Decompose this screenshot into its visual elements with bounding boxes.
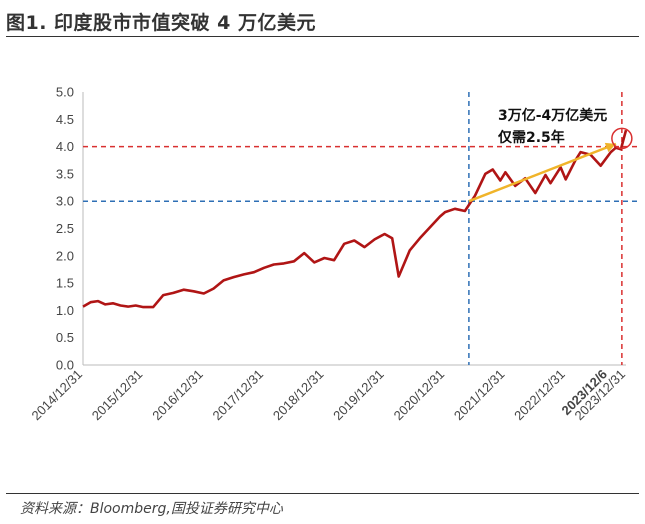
figure-title: 图1. 印度股市市值突破 4 万亿美元 bbox=[6, 12, 317, 34]
y-tick-label: 2.5 bbox=[56, 221, 74, 236]
x-tick-label: 2016/12/31 bbox=[149, 367, 206, 424]
reference-lines bbox=[83, 92, 640, 365]
annotation-text-line2: 仅需2.5年 bbox=[497, 129, 565, 146]
x-tick-label: 2014/12/31 bbox=[28, 367, 85, 424]
y-tick-label: 1.0 bbox=[56, 303, 74, 318]
y-tick-label: 3.0 bbox=[56, 194, 74, 209]
y-tick-label: 3.5 bbox=[56, 166, 74, 181]
growth-arrow-line bbox=[468, 142, 617, 203]
x-tick-label: 2022/12/31 bbox=[511, 367, 568, 424]
title-rule bbox=[6, 36, 639, 37]
x-tick-label: 2018/12/31 bbox=[270, 367, 327, 424]
y-tick-label: 2.0 bbox=[56, 248, 74, 263]
source-rule bbox=[6, 493, 639, 494]
series-group bbox=[82, 129, 628, 309]
milestone-circle bbox=[611, 127, 633, 150]
y-tick-label: 1.5 bbox=[56, 276, 74, 291]
chart-axes bbox=[82, 92, 626, 366]
y-tick-label: 0.0 bbox=[56, 358, 74, 373]
x-tick-label: 2017/12/31 bbox=[210, 367, 267, 424]
market-cap-series-line bbox=[82, 129, 628, 309]
x-tick-label: 2019/12/31 bbox=[330, 367, 387, 424]
y-tick-label: 0.5 bbox=[56, 330, 74, 345]
growth-arrow-head bbox=[604, 142, 616, 153]
x-tick-label: 2015/12/31 bbox=[89, 367, 146, 424]
y-tick-label: 5.0 bbox=[56, 85, 74, 100]
y-tick-label: 4.0 bbox=[56, 139, 74, 154]
annotation-text-line1: 3万亿-4万亿美元 bbox=[498, 107, 607, 124]
source-note: 资料来源：Bloomberg,国投证券研究中心 bbox=[20, 501, 283, 517]
x-tick-label: 2020/12/31 bbox=[391, 367, 448, 424]
y-tick-label: 4.5 bbox=[56, 112, 74, 127]
x-tick-label: 2021/12/31 bbox=[451, 367, 508, 424]
